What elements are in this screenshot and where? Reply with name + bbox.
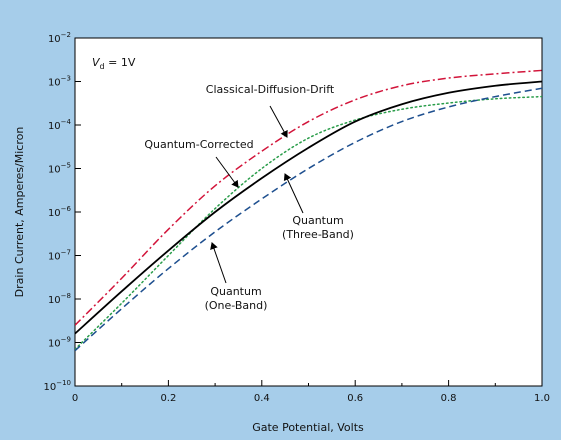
y-tick-label-0: 10−10 (43, 379, 71, 393)
axes-layer: 0 0.2 0.4 0.6 0.8 1.0 10−10 10−9 10−8 10−7 10−6 10−… (43, 31, 549, 404)
y-tick-label-5: 10−5 (48, 162, 71, 176)
label-one-band: Quantum (One-Band) (205, 242, 268, 312)
label-one-band-arrow (210, 242, 227, 284)
vd-subscript: d (100, 62, 105, 71)
label-one-band-line-2: (One-Band) (205, 299, 268, 312)
plot-area (74, 37, 543, 387)
label-quantum-corrected-arrow (215, 156, 239, 188)
series-line-0 (75, 69, 542, 326)
x-tick-label-4: 0.8 (441, 393, 457, 404)
y-tick-label-6: 10−4 (48, 118, 72, 132)
label-classical-arrow (269, 105, 288, 138)
label-quantum-corrected-line-1: Quantum-Corrected (144, 138, 253, 151)
label-three-band-arrow (283, 173, 304, 214)
y-axis-title: Drain Current, Amperes/Micron (13, 127, 26, 298)
y-tick-label-2: 10−8 (48, 292, 71, 306)
x-tick-label-3: 0.6 (347, 393, 363, 404)
y-tick-label-1: 10−9 (48, 336, 71, 350)
x-tick-label-5: 1.0 (534, 393, 550, 404)
label-three-band-line-1: Quantum (292, 214, 343, 227)
label-three-band: Quantum (Three-Band) (282, 173, 354, 241)
vd-annotation: Vd = 1V (92, 56, 136, 71)
series-line-3 (75, 87, 542, 352)
vd-symbol: V (92, 56, 101, 69)
series-line-2 (75, 80, 542, 335)
label-classical-line-1: Classical-Diffusion-Drift (206, 83, 335, 96)
x-tick-label-1: 0.2 (160, 393, 176, 404)
x-axis-title: Gate Potential, Volts (252, 421, 364, 434)
y-tick-label-8: 10−2 (48, 31, 71, 45)
vd-value: = 1V (105, 56, 136, 69)
x-tick-label-2: 0.4 (254, 393, 270, 404)
y-tick-label-7: 10−3 (48, 75, 71, 89)
label-three-band-line-2: (Three-Band) (282, 228, 354, 241)
y-tick-label-4: 10−6 (48, 205, 72, 219)
x-tick-label-0: 0 (72, 393, 78, 404)
y-tick-label-3: 10−7 (48, 249, 71, 263)
label-one-band-line-1: Quantum (210, 285, 261, 298)
series-layer (75, 69, 542, 352)
label-classical: Classical-Diffusion-Drift (206, 83, 335, 138)
series-line-1 (75, 95, 542, 350)
label-quantum-corrected: Quantum-Corrected (144, 138, 254, 188)
